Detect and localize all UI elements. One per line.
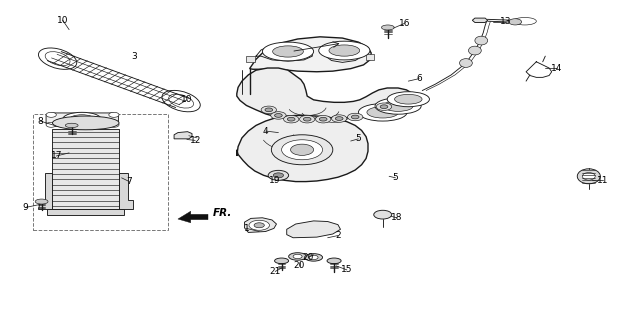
Text: 5: 5	[356, 134, 361, 143]
Ellipse shape	[376, 103, 392, 110]
Ellipse shape	[271, 135, 333, 165]
Ellipse shape	[265, 108, 273, 112]
Ellipse shape	[284, 115, 299, 123]
Ellipse shape	[273, 173, 284, 178]
Ellipse shape	[513, 17, 536, 25]
Ellipse shape	[52, 116, 119, 130]
Ellipse shape	[395, 94, 422, 104]
Text: 12: 12	[189, 136, 201, 145]
Ellipse shape	[460, 59, 472, 67]
Ellipse shape	[305, 254, 323, 261]
Ellipse shape	[351, 115, 359, 119]
Ellipse shape	[69, 115, 95, 124]
Ellipse shape	[273, 46, 303, 57]
Ellipse shape	[383, 101, 413, 111]
Ellipse shape	[316, 115, 331, 123]
Text: 16: 16	[399, 19, 410, 28]
Ellipse shape	[287, 117, 295, 121]
Polygon shape	[178, 211, 208, 223]
Polygon shape	[38, 173, 52, 209]
Ellipse shape	[262, 42, 314, 61]
Ellipse shape	[309, 255, 318, 260]
Text: 21: 21	[269, 267, 281, 276]
Text: 20: 20	[303, 253, 314, 262]
Ellipse shape	[374, 210, 392, 219]
Ellipse shape	[293, 254, 302, 259]
Polygon shape	[52, 129, 119, 209]
Ellipse shape	[348, 113, 363, 121]
Polygon shape	[287, 221, 340, 238]
Ellipse shape	[381, 25, 394, 30]
Text: 20: 20	[294, 261, 305, 270]
Ellipse shape	[327, 258, 341, 264]
Ellipse shape	[468, 46, 481, 55]
Text: 2: 2	[335, 231, 340, 240]
Text: 13: 13	[500, 17, 511, 26]
Polygon shape	[237, 115, 368, 182]
Ellipse shape	[271, 112, 286, 119]
Polygon shape	[250, 37, 371, 72]
Ellipse shape	[582, 173, 595, 180]
Ellipse shape	[275, 114, 282, 117]
Ellipse shape	[332, 115, 347, 122]
Text: 9: 9	[23, 203, 28, 212]
Text: 17: 17	[51, 152, 62, 160]
Ellipse shape	[335, 117, 343, 120]
Ellipse shape	[275, 258, 289, 264]
Text: 1: 1	[244, 224, 249, 233]
Ellipse shape	[63, 112, 101, 126]
Ellipse shape	[289, 253, 307, 260]
Text: 10: 10	[181, 95, 193, 104]
Text: 6: 6	[417, 74, 422, 83]
Text: FR.: FR.	[212, 208, 232, 218]
Text: 4: 4	[263, 127, 268, 135]
Ellipse shape	[329, 45, 360, 56]
Ellipse shape	[387, 92, 429, 107]
Ellipse shape	[367, 107, 399, 118]
Ellipse shape	[268, 170, 289, 180]
Ellipse shape	[300, 115, 315, 123]
Text: 10: 10	[57, 16, 68, 25]
Text: 3: 3	[132, 52, 137, 61]
Polygon shape	[246, 56, 255, 62]
Text: 11: 11	[597, 176, 609, 185]
Polygon shape	[46, 113, 118, 126]
Text: 5: 5	[393, 173, 398, 182]
Ellipse shape	[109, 112, 119, 117]
Ellipse shape	[475, 36, 488, 45]
Polygon shape	[244, 218, 276, 232]
Ellipse shape	[249, 220, 269, 230]
Text: 7: 7	[127, 177, 132, 186]
Text: 8: 8	[38, 117, 43, 125]
Ellipse shape	[509, 19, 522, 25]
Ellipse shape	[319, 117, 327, 121]
Ellipse shape	[35, 199, 48, 204]
Text: 19: 19	[269, 177, 281, 185]
Ellipse shape	[65, 123, 78, 128]
Text: 14: 14	[551, 64, 563, 72]
Ellipse shape	[303, 117, 311, 121]
Text: 15: 15	[341, 266, 353, 274]
Polygon shape	[47, 209, 124, 215]
Text: 18: 18	[391, 213, 403, 222]
Polygon shape	[119, 173, 133, 209]
Ellipse shape	[254, 223, 264, 228]
Ellipse shape	[46, 112, 56, 117]
Ellipse shape	[261, 106, 276, 114]
Ellipse shape	[282, 140, 323, 160]
Polygon shape	[174, 132, 192, 139]
Ellipse shape	[577, 169, 600, 184]
Ellipse shape	[380, 105, 388, 109]
Ellipse shape	[109, 122, 119, 127]
Polygon shape	[366, 54, 374, 60]
Polygon shape	[472, 18, 488, 22]
Ellipse shape	[375, 98, 421, 114]
Polygon shape	[237, 68, 415, 119]
Ellipse shape	[46, 122, 56, 127]
Ellipse shape	[291, 144, 314, 155]
Ellipse shape	[319, 41, 370, 60]
Ellipse shape	[358, 104, 407, 121]
